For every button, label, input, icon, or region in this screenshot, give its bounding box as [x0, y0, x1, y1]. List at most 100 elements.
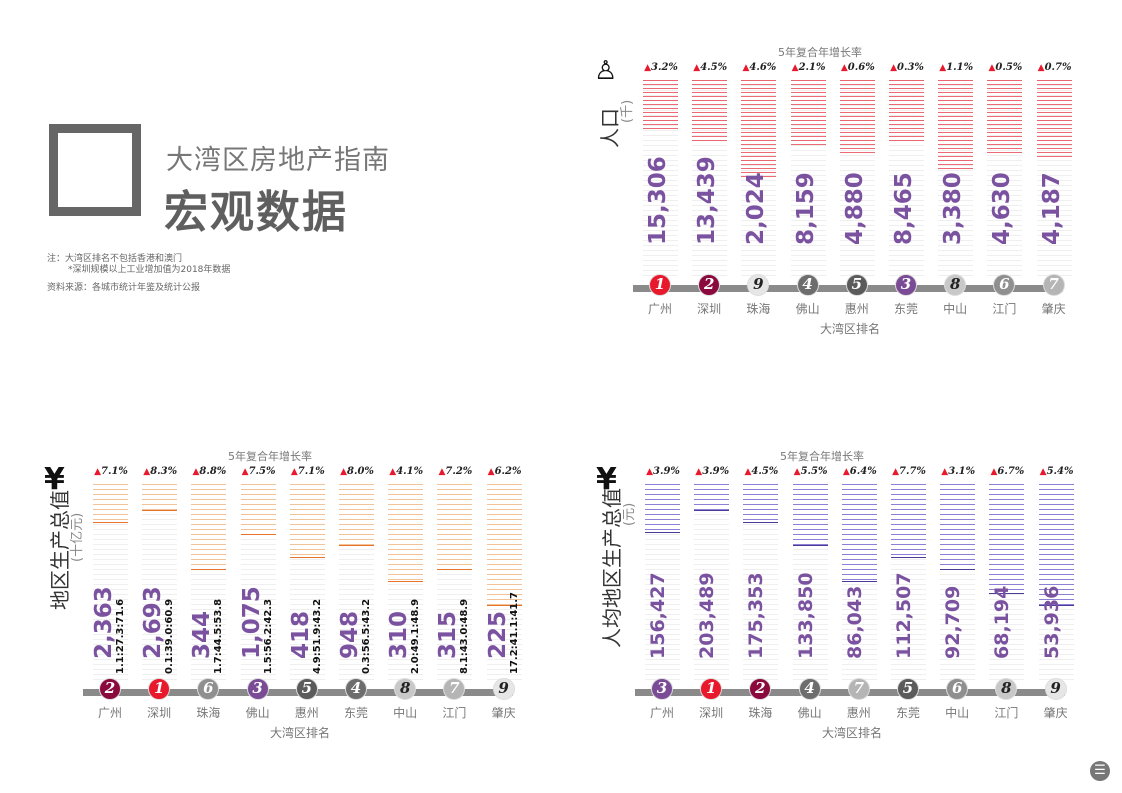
city-label[interactable]: 中山	[943, 302, 968, 316]
chart-title: 5年复合年增长率	[780, 450, 864, 463]
rank-badge: 9	[1044, 678, 1067, 700]
city-label[interactable]: 东莞	[895, 706, 920, 720]
city-value: 2,363	[91, 586, 117, 659]
growth-rate: ▲2.1%	[779, 62, 839, 73]
up-arrow-icon: ▲	[892, 467, 899, 477]
rank-badge: 9	[492, 678, 515, 700]
city-value: 175,353	[745, 572, 768, 659]
up-arrow-icon: ▲	[744, 467, 752, 477]
value-bar: 225 17.2:41.1:41.7	[484, 484, 522, 682]
city-label[interactable]: 深圳	[697, 302, 722, 316]
menu-icon[interactable]: ☰	[1090, 761, 1110, 781]
city-label[interactable]: 江门	[994, 706, 1019, 720]
fill-marker	[1038, 604, 1074, 606]
value-bar: 310 2.0:49.1:48.9	[386, 484, 424, 682]
bar-fill	[240, 484, 276, 534]
bar-fill	[142, 484, 178, 510]
city-label[interactable]: 惠州	[844, 302, 869, 316]
growth-value: 8.3%	[150, 466, 178, 477]
city-label[interactable]: 佛山	[245, 706, 270, 720]
city-column: ▲3.1% 92,709 6 中山	[940, 466, 976, 736]
growth-value: 3.9%	[653, 466, 680, 477]
page-title: 宏观数据	[164, 187, 348, 238]
rank-badge: 9	[747, 274, 770, 296]
bar-fill	[790, 80, 826, 146]
city-label[interactable]: 肇庆	[1043, 706, 1068, 720]
city-label[interactable]: 佛山	[795, 302, 820, 316]
rank-badge: 1	[148, 678, 171, 700]
growth-value: 4.5%	[751, 466, 779, 477]
city-label[interactable]: 肇庆	[491, 706, 516, 720]
city-label[interactable]: 珠海	[748, 706, 773, 720]
value-bar: 133,850	[792, 484, 828, 682]
gdp-chart: 5年复合年增长率 ¥ 地区生产总值 (十亿元) ▲7.1% 2,363 1.1:27.3:7…	[30, 450, 522, 752]
city-label[interactable]: 江门	[442, 706, 467, 720]
value-bar: 2,024	[741, 80, 777, 278]
city-value: 315	[435, 610, 462, 659]
fill-marker	[645, 531, 680, 533]
bar-fill	[987, 80, 1023, 154]
up-arrow-icon: ▲	[693, 63, 701, 73]
city-label[interactable]: 江门	[992, 302, 1017, 316]
growth-rate: ▲7.1%	[81, 466, 141, 477]
city-label[interactable]: 惠州	[294, 706, 319, 720]
city-label[interactable]: 中山	[393, 706, 418, 720]
city-label[interactable]: 惠州	[846, 706, 871, 720]
rank-badge: 5	[295, 678, 318, 700]
rank-badge: 4	[345, 678, 367, 700]
industry-structure: 2.0:49.1:48.9	[410, 598, 422, 674]
city-value: 225	[484, 610, 511, 659]
rank-badge: 3	[651, 678, 673, 700]
city-label[interactable]: 广州	[97, 706, 122, 720]
city-value: 13,439	[694, 156, 721, 245]
city-label[interactable]: 广州	[647, 302, 672, 316]
city-column: ▲3.9% 203,489 1 深圳	[694, 466, 730, 736]
industry-structure: 1.5:56.2:42.3	[262, 598, 274, 674]
industry-structure: 4.9:51.9:43.2	[311, 598, 323, 674]
rank-badge: 4	[796, 274, 819, 296]
up-arrow-icon: ▲	[192, 467, 200, 477]
city-value: 203,489	[696, 572, 719, 659]
growth-rate: ▲5.4%	[1027, 466, 1087, 477]
city-value: 86,043	[843, 585, 866, 659]
up-arrow-icon: ▲	[1039, 467, 1047, 477]
up-arrow-icon: ▲	[143, 467, 151, 477]
city-label[interactable]: 东莞	[893, 302, 918, 316]
growth-value: 8.8%	[199, 466, 227, 477]
rank-badge: 6	[197, 678, 220, 700]
city-label[interactable]: 东莞	[343, 706, 368, 720]
growth-rate: ▲3.1%	[928, 466, 988, 477]
city-column: ▲0.5% 4,630 6 江门	[987, 62, 1023, 332]
bar-fill	[93, 484, 128, 522]
value-bar: 4,187	[1036, 80, 1072, 278]
city-label[interactable]: 深圳	[147, 706, 172, 720]
value-bar: 15,306	[643, 80, 678, 278]
industry-structure: 0.3:56.5:43.2	[361, 598, 372, 674]
city-value: 8,159	[792, 172, 819, 245]
city-column: ▲7.2% 315 8.1:43.0:48.9 7 江门	[435, 466, 473, 736]
growth-rate: ▲0.6%	[828, 62, 888, 73]
city-label[interactable]: 珠海	[196, 706, 221, 720]
gdp-per-capita-chart: 5年复合年增长率 ¥ 人均地区生产总值 (元) ▲3.9% 156,427 3 广州 ▲3.9%…	[582, 450, 1074, 752]
growth-value: 6.7%	[997, 466, 1025, 477]
up-arrow-icon: ▲	[241, 467, 249, 477]
growth-rate: ▲3.2%	[631, 62, 691, 73]
growth-rate: ▲0.5%	[975, 62, 1035, 73]
bar-fill	[989, 484, 1025, 593]
city-label[interactable]: 中山	[945, 706, 970, 720]
city-label[interactable]: 珠海	[746, 302, 771, 316]
growth-rate: ▲8.8%	[179, 466, 239, 477]
city-label[interactable]: 深圳	[699, 706, 724, 720]
value-bar: 92,709	[940, 484, 976, 682]
city-value: 4,630	[989, 172, 1016, 245]
up-arrow-icon: ▲	[988, 63, 996, 73]
city-label[interactable]: 广州	[649, 706, 674, 720]
city-column: ▲7.5% 1,075 1.5:56.2:42.3 3 佛山	[239, 466, 276, 736]
city-column: ▲3.2% 15,306 1 广州	[643, 62, 678, 332]
city-label[interactable]: 佛山	[797, 706, 822, 720]
growth-rate: ▲3.9%	[682, 466, 742, 477]
x-axis-label: 大湾区排名	[821, 726, 882, 740]
growth-value: 3.2%	[651, 62, 678, 73]
growth-rate: ▲7.7%	[879, 466, 939, 477]
city-label[interactable]: 肇庆	[1041, 302, 1066, 316]
